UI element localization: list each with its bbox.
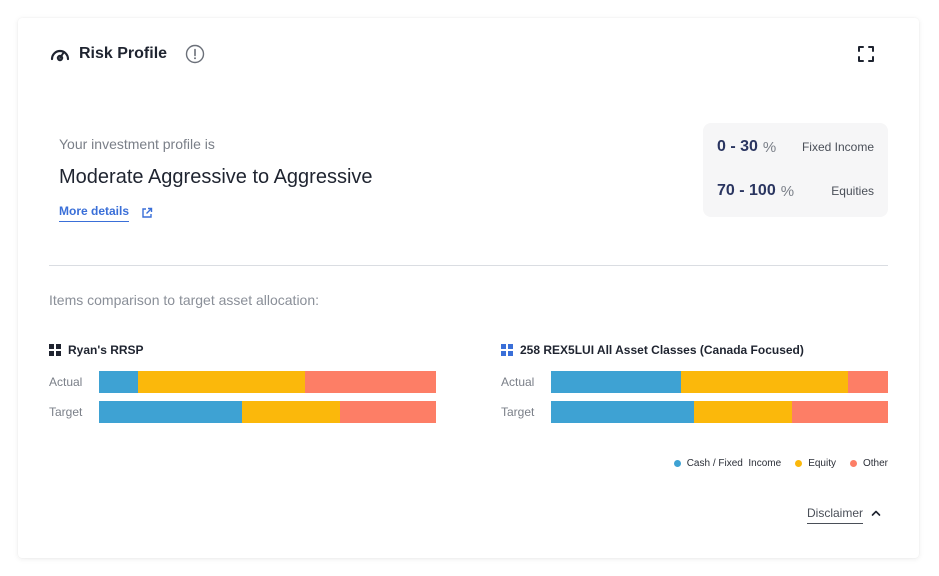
legend-label: Cash / Fixed Income — [686, 458, 782, 469]
disclaimer-label[interactable]: Disclaimer — [807, 506, 864, 524]
segment-cash-fixed-income — [551, 371, 681, 393]
target-row: Target — [49, 401, 436, 423]
account-block-258-rex5lui: 258 REX5LUI All Asset Classes (Canada Fo… — [501, 343, 891, 433]
profile-name: Moderate Aggressive to Aggressive — [59, 166, 373, 188]
segment-equity — [242, 401, 340, 423]
actual-label: Actual — [501, 375, 535, 389]
legend-dot — [795, 460, 803, 467]
legend-item-equity: Equity — [795, 458, 836, 469]
divider — [49, 265, 888, 266]
actual-row: Actual — [501, 371, 888, 393]
target-allocation-bar — [551, 401, 888, 423]
range-unit: % — [780, 182, 795, 200]
segment-other — [339, 401, 436, 423]
segment-equity — [680, 371, 848, 393]
card-header: Risk Profile — [49, 44, 205, 64]
actual-allocation-bar — [99, 371, 436, 393]
segment-cash-fixed-income — [99, 371, 138, 393]
account-title-text: 258 REX5LUI All Asset Classes (Canada Fo… — [520, 343, 804, 357]
external-link-icon[interactable] — [141, 207, 153, 219]
chevron-up-icon[interactable] — [871, 509, 881, 517]
target-label: Target — [49, 405, 83, 419]
disclaimer-toggle[interactable]: Disclaimer — [807, 506, 881, 524]
segment-cash-fixed-income — [551, 401, 695, 423]
segment-other — [304, 371, 436, 393]
range-label: Equities — [831, 184, 874, 198]
range-label: Fixed Income — [801, 140, 874, 154]
gauge-icon — [50, 49, 70, 62]
legend-dot — [673, 460, 681, 467]
actual-label: Actual — [49, 375, 83, 389]
segment-other — [847, 371, 888, 393]
account-title: 258 REX5LUI All Asset Classes (Canada Fo… — [501, 343, 891, 357]
range-value: 0 - 30 — [717, 138, 758, 155]
grid-icon — [501, 344, 513, 356]
range-value: 70 - 100 — [717, 182, 776, 199]
segment-cash-fixed-income — [99, 401, 243, 423]
fullscreen-icon[interactable] — [857, 45, 875, 63]
target-label: Target — [501, 405, 535, 419]
target-allocation-bar — [99, 401, 436, 423]
range-row-equities: 70 - 100 % Equities — [717, 182, 874, 200]
legend-dot — [849, 460, 857, 467]
info-icon[interactable] — [185, 44, 205, 64]
target-row: Target — [501, 401, 888, 423]
target-ranges-box: 0 - 30 % Fixed Income 70 - 100 % Equitie… — [703, 123, 888, 217]
legend: Cash / Fixed Income Equity Other — [660, 458, 888, 469]
risk-profile-card: Risk Profile Your investment profile is … — [18, 18, 919, 558]
range-row-fixed-income: 0 - 30 % Fixed Income — [717, 138, 874, 156]
segment-other — [791, 401, 888, 423]
account-title: Ryan's RRSP — [49, 343, 439, 357]
legend-label: Other — [862, 458, 888, 469]
legend-item-cash-fixed-income: Cash / Fixed Income — [673, 458, 782, 469]
actual-row: Actual — [49, 371, 436, 393]
account-title-text: Ryan's RRSP — [68, 343, 144, 357]
profile-intro: Your investment profile is — [59, 136, 215, 152]
legend-label: Equity — [808, 458, 836, 469]
comparison-label: Items comparison to target asset allocat… — [49, 292, 320, 308]
segment-equity — [694, 401, 792, 423]
more-details-link[interactable]: More details — [59, 204, 153, 222]
segment-equity — [137, 371, 305, 393]
card-title: Risk Profile — [79, 45, 168, 62]
range-unit: % — [762, 138, 777, 156]
grid-icon — [49, 344, 61, 356]
legend-item-other: Other — [849, 458, 888, 469]
actual-allocation-bar — [551, 371, 888, 393]
account-block-ryans-rrsp: Ryan's RRSP Actual Target — [49, 343, 439, 433]
more-details-label[interactable]: More details — [59, 204, 130, 222]
